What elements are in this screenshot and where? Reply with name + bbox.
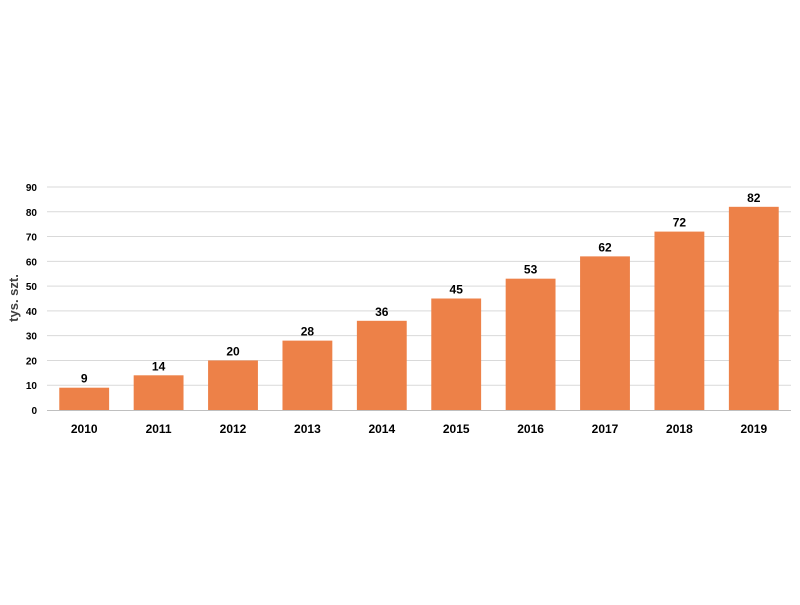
data-label: 62 xyxy=(598,240,612,254)
data-label: 14 xyxy=(152,359,166,373)
y-tick-label: 30 xyxy=(26,332,38,343)
y-tick-label: 40 xyxy=(26,307,38,318)
bar-2017 xyxy=(580,256,630,410)
bar-2013 xyxy=(282,340,333,410)
bar-2018 xyxy=(654,231,705,410)
data-label: 20 xyxy=(226,344,240,358)
bars xyxy=(59,206,779,410)
x-tick-label: 2011 xyxy=(146,422,172,436)
y-tick-label: 0 xyxy=(31,406,37,417)
data-label: 45 xyxy=(450,283,464,297)
bar-2014 xyxy=(356,320,407,410)
y-tick-label: 20 xyxy=(26,356,38,367)
data-label: 82 xyxy=(747,191,761,205)
x-tick-label: 2010 xyxy=(71,422,98,436)
y-tick-label: 50 xyxy=(26,282,38,293)
y-axis-title: tys. szt. xyxy=(6,274,21,322)
x-tick-label: 2012 xyxy=(220,422,247,436)
y-tick-label: 90 xyxy=(26,183,38,194)
x-tick-label: 2014 xyxy=(368,422,395,436)
bar-2015 xyxy=(431,298,482,410)
y-tick-label: 80 xyxy=(26,208,38,219)
bar-2016 xyxy=(505,278,556,410)
x-tick-label: 2013 xyxy=(294,422,321,436)
bar-2012 xyxy=(208,360,258,410)
x-tick-label: 2017 xyxy=(592,422,619,436)
data-label: 9 xyxy=(81,372,88,386)
data-label: 28 xyxy=(301,325,315,339)
y-tick-label: 10 xyxy=(26,381,38,392)
y-tick-label: 60 xyxy=(26,257,38,268)
x-tick-label: 2016 xyxy=(517,422,544,436)
bar-2011 xyxy=(133,375,184,410)
data-label: 72 xyxy=(673,216,687,230)
data-label: 53 xyxy=(524,263,538,277)
bar-2019 xyxy=(728,206,779,410)
x-tick-label: 2015 xyxy=(443,422,470,436)
data-labels: 9 14 20 28 36 45 53 62 72 82 xyxy=(81,191,761,386)
y-axis-ticks: 0 10 20 30 40 50 60 70 80 90 xyxy=(26,183,38,417)
bar-2010 xyxy=(59,387,110,410)
data-label: 36 xyxy=(375,305,389,319)
x-tick-label: 2019 xyxy=(740,422,767,436)
gridlines xyxy=(47,186,791,386)
x-tick-label: 2018 xyxy=(666,422,693,436)
x-axis-ticks: 2010 2011 2012 2013 2014 2015 2016 2017 2018 2019 xyxy=(71,422,768,436)
y-tick-label: 70 xyxy=(26,233,38,244)
